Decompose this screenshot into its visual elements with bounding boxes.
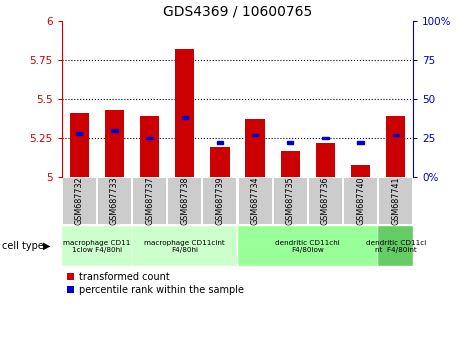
Text: GSM687734: GSM687734 (251, 177, 259, 225)
Bar (379, 225, 413, 267)
Text: cell type: cell type (2, 241, 44, 251)
Text: GSM687737: GSM687737 (145, 177, 154, 225)
Bar (351, 165, 370, 177)
Title: GDS4369 / 10600765: GDS4369 / 10600765 (163, 5, 312, 19)
Bar (322, 137, 329, 139)
Bar (246, 119, 265, 177)
Text: GSM687735: GSM687735 (286, 177, 294, 225)
Bar (357, 141, 364, 144)
Bar (133, 178, 166, 224)
Bar (344, 178, 377, 224)
Bar (168, 178, 201, 224)
Bar (274, 178, 307, 224)
Bar (238, 225, 378, 267)
Bar (181, 116, 188, 119)
Text: macrophage CD11cint
F4/80hi: macrophage CD11cint F4/80hi (144, 240, 225, 252)
Bar (133, 225, 237, 267)
Bar (203, 178, 237, 224)
Bar (76, 132, 83, 135)
Text: ▶: ▶ (43, 241, 50, 251)
Bar (287, 141, 294, 144)
Text: GSM687741: GSM687741 (391, 177, 400, 225)
Bar (111, 129, 118, 132)
Bar (140, 116, 159, 177)
Bar (105, 110, 124, 177)
Bar (175, 49, 194, 177)
Bar (238, 178, 272, 224)
Text: macrophage CD11
1clow F4/80hi: macrophage CD11 1clow F4/80hi (63, 240, 131, 252)
Text: GSM687733: GSM687733 (110, 177, 119, 225)
Bar (386, 116, 405, 177)
Text: GSM687732: GSM687732 (75, 177, 84, 225)
Bar (379, 178, 412, 224)
Bar (210, 147, 229, 177)
Bar (252, 133, 258, 136)
Text: dendritic CD11ci
nt  F4/80int: dendritic CD11ci nt F4/80int (366, 240, 426, 252)
Bar (316, 143, 335, 177)
Legend: transformed count, percentile rank within the sample: transformed count, percentile rank withi… (66, 272, 244, 295)
Text: GSM687740: GSM687740 (356, 177, 365, 225)
Text: GSM687736: GSM687736 (321, 177, 330, 225)
Bar (392, 133, 399, 136)
Text: GSM687739: GSM687739 (216, 177, 224, 225)
Text: GSM687738: GSM687738 (180, 177, 189, 225)
Bar (70, 113, 89, 177)
Bar (217, 141, 223, 144)
Bar (62, 225, 132, 267)
Text: dendritic CD11chi
F4/80low: dendritic CD11chi F4/80low (276, 240, 340, 252)
Bar (146, 137, 153, 139)
Bar (281, 150, 300, 177)
Bar (309, 178, 342, 224)
Bar (98, 178, 131, 224)
Bar (63, 178, 96, 224)
